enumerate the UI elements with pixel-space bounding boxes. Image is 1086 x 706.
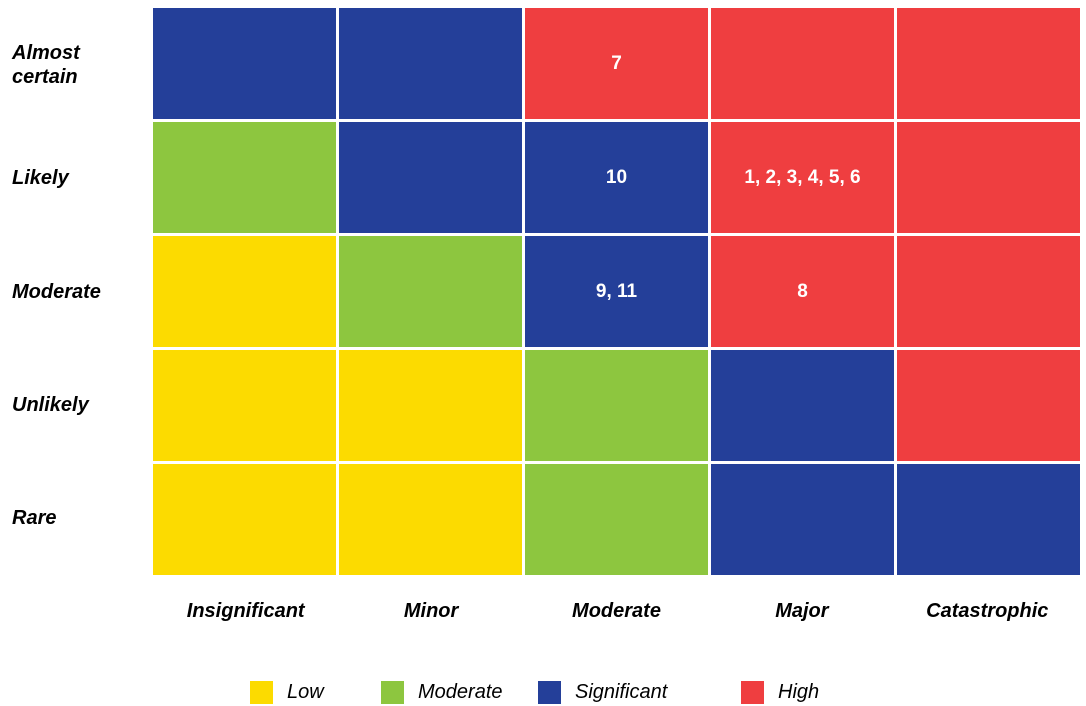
legend-swatch <box>741 681 764 704</box>
heatmap-cell <box>897 122 1080 233</box>
legend-label: Moderate <box>418 681 503 703</box>
heatmap-cell <box>525 464 708 575</box>
heatmap-cell <box>339 464 522 575</box>
row-label: Likely <box>12 167 69 190</box>
heatmap-cell <box>153 350 336 461</box>
row-label: Rare <box>12 507 57 530</box>
heatmap-cell <box>153 236 336 347</box>
heatmap-cell: 7 <box>525 8 708 119</box>
legend-swatch <box>250 681 273 704</box>
legend-swatch <box>538 681 561 704</box>
heatmap-cell <box>339 8 522 119</box>
heatmap-cell <box>711 464 894 575</box>
legend-item-moderate: Moderate <box>381 681 503 704</box>
row-label: Almost certain <box>12 41 80 88</box>
legend-item-significant: Significant <box>538 681 667 704</box>
heatmap-cell <box>153 8 336 119</box>
heatmap-cell <box>339 236 522 347</box>
column-label: Catastrophic <box>926 600 1049 622</box>
heatmap-cell: 9, 11 <box>525 236 708 347</box>
heatmap-cell: 8 <box>711 236 894 347</box>
legend-item-high: High <box>741 681 819 704</box>
column-label: Minor <box>403 600 459 622</box>
heatmap-cell <box>153 122 336 233</box>
column-label: Major <box>775 600 829 622</box>
heatmap-cell: 1, 2, 3, 4, 5, 6 <box>711 122 894 233</box>
heatmap-cell <box>897 464 1080 575</box>
heatmap-cell <box>525 350 708 461</box>
heatmap-cell <box>339 122 522 233</box>
legend-label: Low <box>287 681 324 703</box>
legend-label: High <box>778 681 820 703</box>
legend-item-low: Low <box>250 681 324 704</box>
heatmap-cell <box>897 8 1080 119</box>
column-label: Insignificant <box>186 600 305 622</box>
heatmap-cell <box>339 350 522 461</box>
legend: Low Moderate Significant High <box>0 681 1086 705</box>
heatmap-cell <box>711 350 894 461</box>
heatmap-cell <box>153 464 336 575</box>
legend-label: Significant <box>575 681 668 703</box>
heatmap-cell <box>711 8 894 119</box>
row-label: Moderate <box>12 280 101 303</box>
heatmap-cell <box>897 350 1080 461</box>
row-label: Unlikely <box>12 393 89 416</box>
column-label: Moderate <box>572 600 661 622</box>
heatmap-cell: 10 <box>525 122 708 233</box>
heatmap-cell <box>897 236 1080 347</box>
legend-swatch <box>381 681 404 704</box>
risk-matrix: 7 10 1, 2, 3, 4, 5, 6 9, 11 8 <box>153 8 1080 575</box>
